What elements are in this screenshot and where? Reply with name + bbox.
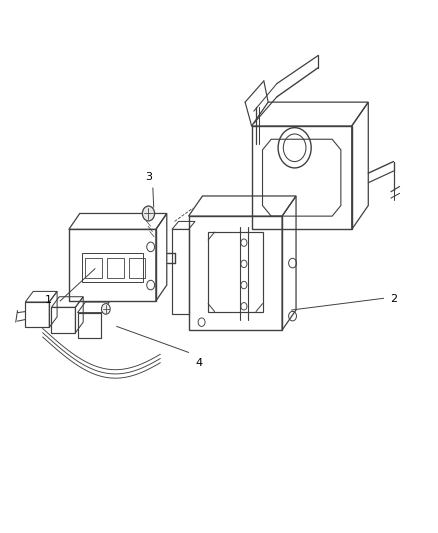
Text: 4: 4 <box>195 358 202 368</box>
Circle shape <box>142 206 155 221</box>
Circle shape <box>102 304 110 314</box>
Text: 2: 2 <box>390 294 397 304</box>
Text: 1: 1 <box>44 295 51 305</box>
Text: 3: 3 <box>145 172 152 182</box>
